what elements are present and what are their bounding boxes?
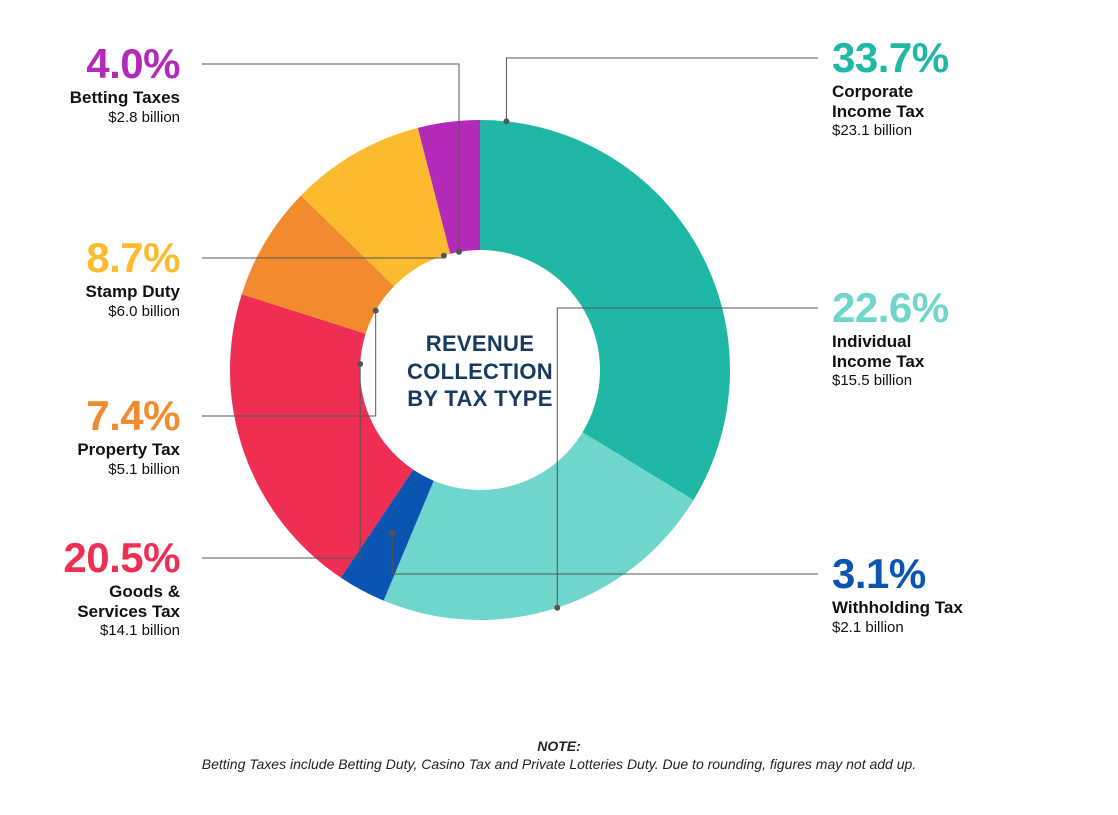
pct-stamp: 8.7% <box>0 236 180 280</box>
amount-betting: $2.8 billion <box>0 109 180 126</box>
amount-individual: $15.5 billion <box>832 372 1092 389</box>
amount-corporate: $23.1 billion <box>832 122 1092 139</box>
leader-dot-withholding <box>389 530 395 536</box>
amount-gst: $14.1 billion <box>0 622 180 639</box>
label-gst: 20.5%Goods &Services Tax$14.1 billion <box>0 536 180 639</box>
pct-withholding: 3.1% <box>832 552 1092 596</box>
leader-dot-individual <box>554 605 560 611</box>
slice-corporate <box>480 120 730 500</box>
pct-individual: 22.6% <box>832 286 1092 330</box>
label-property: 7.4%Property Tax$5.1 billion <box>0 394 180 478</box>
leader-corporate <box>506 58 818 121</box>
pct-gst: 20.5% <box>0 536 180 580</box>
pct-property: 7.4% <box>0 394 180 438</box>
leader-dot-stamp <box>441 253 447 259</box>
footnote-body: Betting Taxes include Betting Duty, Casi… <box>0 756 1118 772</box>
leader-dot-property <box>373 308 379 314</box>
name-individual: IndividualIncome Tax <box>832 332 1092 371</box>
pct-betting: 4.0% <box>0 42 180 86</box>
name-stamp: Stamp Duty <box>0 282 180 302</box>
amount-stamp: $6.0 billion <box>0 303 180 320</box>
label-corporate: 33.7%CorporateIncome Tax$23.1 billion <box>832 36 1092 139</box>
label-individual: 22.6%IndividualIncome Tax$15.5 billion <box>832 286 1092 389</box>
label-stamp: 8.7%Stamp Duty$6.0 billion <box>0 236 180 320</box>
leader-dot-betting <box>456 249 462 255</box>
name-withholding: Withholding Tax <box>832 598 1092 618</box>
amount-property: $5.1 billion <box>0 461 180 478</box>
pct-corporate: 33.7% <box>832 36 1092 80</box>
name-property: Property Tax <box>0 440 180 460</box>
label-betting: 4.0%Betting Taxes$2.8 billion <box>0 42 180 126</box>
leader-dot-corporate <box>503 118 509 124</box>
label-withholding: 3.1%Withholding Tax$2.1 billion <box>832 552 1092 636</box>
revenue-donut-chart: REVENUECOLLECTIONBY TAX TYPE 33.7%Corpora… <box>0 0 1118 815</box>
name-betting: Betting Taxes <box>0 88 180 108</box>
name-gst: Goods &Services Tax <box>0 582 180 621</box>
donut-center-label: REVENUECOLLECTIONBY TAX TYPE <box>360 330 600 413</box>
amount-withholding: $2.1 billion <box>832 619 1092 636</box>
footnote: NOTE: Betting Taxes include Betting Duty,… <box>0 738 1118 772</box>
footnote-title: NOTE: <box>0 738 1118 754</box>
name-corporate: CorporateIncome Tax <box>832 82 1092 121</box>
